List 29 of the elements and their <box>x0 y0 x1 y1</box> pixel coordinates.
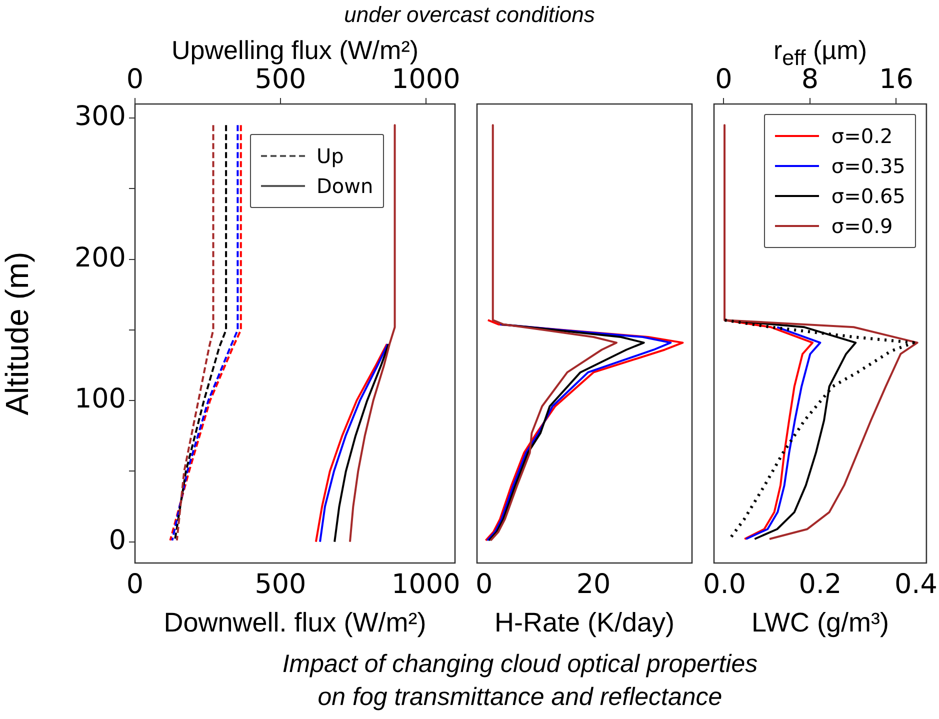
x2-tick-label: 16 <box>879 64 914 95</box>
legend-label: σ=0.2 <box>831 123 893 150</box>
x2-tick-label: 8 <box>801 64 819 95</box>
y-tick-label: 100 <box>74 384 126 415</box>
legend-label: σ=0.65 <box>831 183 906 210</box>
x-tick-label: 500 <box>254 569 306 600</box>
x-tick-label: 1000 <box>392 569 460 600</box>
x2-tick-label: 0 <box>715 64 732 95</box>
y-tick-label: 300 <box>74 101 126 132</box>
text: Impact of changing cloud optical properties on fog transmittance and reflectance <box>281 649 759 713</box>
x-tick-label: 20 <box>576 569 611 600</box>
y-tick-label: 200 <box>74 242 126 274</box>
x-axis-title: Downwell. flux (W/m²) <box>164 607 426 638</box>
legend-label: Up <box>316 143 344 170</box>
y-axis-title: Altitude (m) <box>0 252 36 416</box>
x-tick-label: 0.2 <box>798 569 842 600</box>
x-tick-label: 0.4 <box>894 569 938 600</box>
x-tick-label: 0.0 <box>703 569 746 600</box>
x2-axis-title: Upwelling flux (W/m²) <box>170 35 420 65</box>
chart-title: under overcast conditions <box>343 2 596 28</box>
legend-label: σ=0.35 <box>831 153 906 180</box>
x-axis-title: LWC (g/m³) <box>751 607 889 638</box>
x-tick-label: 0 <box>476 569 493 600</box>
x2-tick-label: 500 <box>254 64 306 95</box>
legend-label: σ=0.9 <box>831 213 893 240</box>
x-axis-title: H-Rate (K/day) <box>494 607 675 638</box>
legend-label: Down <box>316 173 374 200</box>
y-tick-label: 0 <box>108 524 126 556</box>
x2-tick-label: 1000 <box>392 64 460 95</box>
